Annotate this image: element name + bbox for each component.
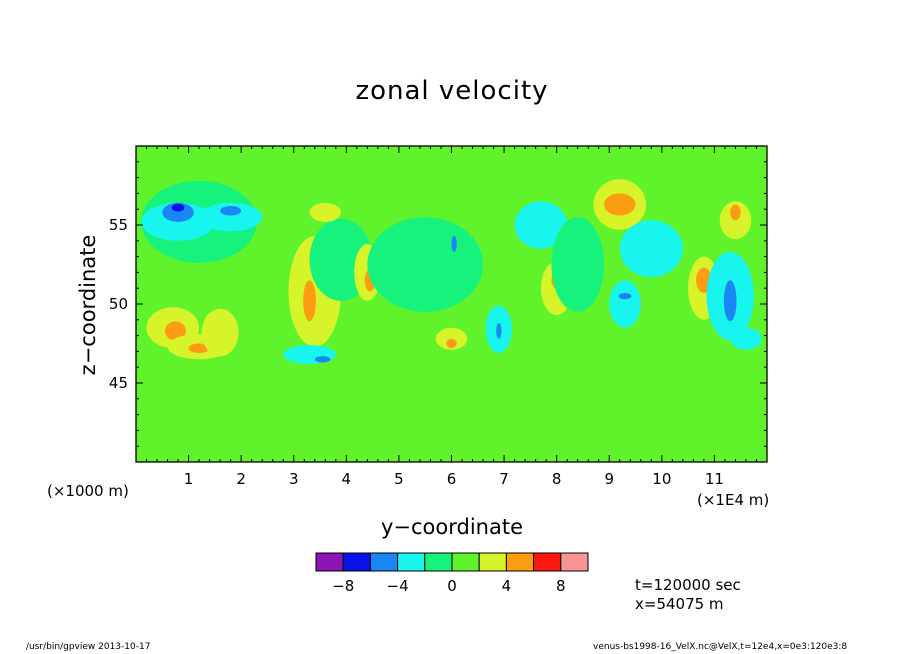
heatmap-region xyxy=(446,338,457,349)
heatmap-region xyxy=(162,202,194,222)
x-tick-label: 3 xyxy=(288,470,299,488)
heatmap-region xyxy=(220,206,242,216)
heatmap-region xyxy=(164,321,186,341)
colorbar-swatch xyxy=(342,552,371,572)
colorbar-swatch xyxy=(397,552,426,572)
x-tick-label: 4 xyxy=(341,470,352,488)
heatmap-region xyxy=(723,280,737,322)
x-tick-label: 2 xyxy=(236,470,246,488)
heatmap-region xyxy=(496,322,502,339)
heatmap-region xyxy=(199,202,263,232)
heatmap-region xyxy=(201,308,239,357)
heatmap-region xyxy=(514,201,568,249)
y-tick-label: 55 xyxy=(108,216,128,234)
heatmap-region xyxy=(551,217,604,312)
x-scale-label-left: (×1000 m) xyxy=(47,482,129,500)
y-tick-label: 50 xyxy=(108,295,128,313)
x-tick-label: 5 xyxy=(394,470,404,488)
heatmap-field xyxy=(136,146,767,462)
heatmap-region xyxy=(730,327,762,350)
colorbar-swatch xyxy=(315,552,344,572)
heatmap-region xyxy=(188,343,210,353)
colorbar-tick-label: −4 xyxy=(386,577,409,595)
heatmap-region xyxy=(171,203,185,212)
x-scale-label-right: (×1E4 m) xyxy=(697,491,770,509)
x-tick-label: 7 xyxy=(499,470,509,488)
colorbar-tick-label: 8 xyxy=(556,577,566,595)
colorbar xyxy=(315,552,589,572)
colorbar-swatch xyxy=(424,552,453,572)
y-axis-label: z−coordinate xyxy=(76,234,100,376)
x-tick-label: 11 xyxy=(704,470,724,488)
footer-left: /usr/bin/gpview 2013-10-17 xyxy=(26,642,151,652)
heatmap-region xyxy=(618,292,632,300)
colorbar-swatch xyxy=(451,552,480,572)
colorbar-swatch xyxy=(505,552,535,572)
colorbar-tick-label: 0 xyxy=(447,577,457,595)
x-tick-label: 6 xyxy=(446,470,457,488)
colorbar-tick-label: −8 xyxy=(332,577,355,595)
colorbar-swatch xyxy=(560,552,589,572)
heatmap-region xyxy=(314,356,331,363)
colorbar-swatch xyxy=(533,552,562,572)
heatmap-region xyxy=(730,204,741,221)
x-position-info: x=54075 m xyxy=(635,595,724,613)
axis-ticks xyxy=(136,146,767,462)
x-tick-label: 9 xyxy=(604,470,615,488)
heatmap-region xyxy=(309,202,342,222)
colorbar-tick-label: 4 xyxy=(501,577,512,595)
heatmap-region xyxy=(367,217,484,312)
colorbar-swatch xyxy=(369,552,399,572)
heatmap-region xyxy=(603,193,636,216)
time-info: t=120000 sec xyxy=(635,576,741,594)
y-tick-label: 45 xyxy=(108,374,128,392)
x-tick-label: 8 xyxy=(551,470,562,488)
heatmap-region xyxy=(619,220,683,278)
footer-right: venus-bs1998-16_VelX.nc@VelX,t=12e4,x=0e… xyxy=(593,642,848,652)
colorbar-swatch xyxy=(478,552,507,572)
x-tick-label: 10 xyxy=(652,470,672,488)
heatmap-region xyxy=(451,236,457,252)
x-tick-label: 1 xyxy=(183,470,194,488)
heatmap-region xyxy=(609,280,641,328)
chart-title: zonal velocity xyxy=(355,76,549,106)
x-axis-label: y−coordinate xyxy=(380,515,524,539)
heatmap-region xyxy=(303,280,316,322)
